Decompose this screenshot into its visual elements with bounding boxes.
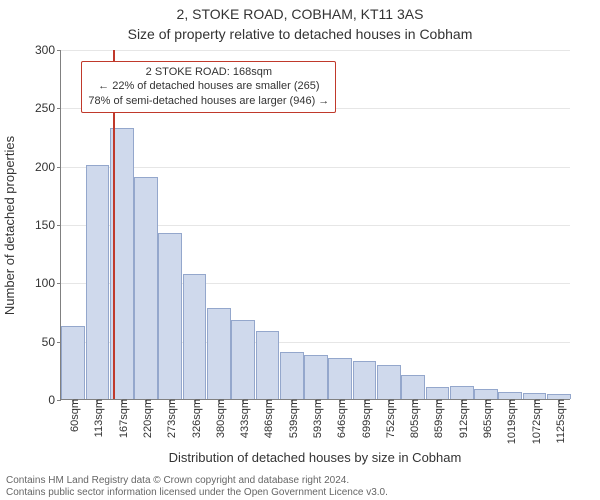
footer-line-1: Contains HM Land Registry data © Crown c… — [6, 475, 594, 487]
figure-title-main: 2, STOKE ROAD, COBHAM, KT11 3AS — [0, 6, 600, 22]
annotation-line: 2 STOKE ROAD: 168sqm — [88, 65, 329, 80]
xtick-label: 805sqm — [405, 399, 421, 438]
xtick-label: 433sqm — [235, 399, 251, 438]
histogram-bar — [61, 326, 85, 400]
gridline — [61, 167, 570, 168]
xtick-label: 60sqm — [65, 399, 81, 432]
ytick-label: 200 — [35, 160, 61, 174]
plot-area: 05010015020025030060sqm113sqm167sqm220sq… — [60, 50, 570, 400]
xtick-label: 326sqm — [187, 399, 203, 438]
ytick-label: 150 — [35, 218, 61, 232]
histogram-bar — [377, 365, 401, 399]
histogram-bar — [256, 331, 280, 399]
histogram-bar — [474, 389, 498, 400]
xtick-label: 859sqm — [429, 399, 445, 438]
xtick-label: 539sqm — [284, 399, 300, 438]
histogram-bar — [207, 308, 231, 399]
y-axis-label-text: Number of detached properties — [3, 135, 18, 314]
xtick-label: 167sqm — [114, 399, 130, 438]
histogram-bar — [231, 320, 255, 399]
xtick-label: 593sqm — [308, 399, 324, 438]
y-axis-label: Number of detached properties — [0, 50, 20, 400]
histogram-bar — [158, 233, 182, 399]
histogram-bar — [134, 177, 158, 399]
xtick-label: 220sqm — [138, 399, 154, 438]
annotation-line: 78% of semi-detached houses are larger (… — [88, 94, 329, 109]
histogram-bar — [401, 375, 425, 400]
figure: 2, STOKE ROAD, COBHAM, KT11 3AS Size of … — [0, 0, 600, 500]
histogram-bar — [426, 387, 450, 399]
xtick-label: 273sqm — [162, 399, 178, 438]
xtick-label: 1019sqm — [502, 399, 518, 444]
xtick-label: 752sqm — [381, 399, 397, 438]
ytick-label: 50 — [42, 335, 61, 349]
xtick-label: 380sqm — [211, 399, 227, 438]
gridline — [61, 50, 570, 51]
ytick-label: 0 — [48, 393, 61, 407]
histogram-bar — [280, 352, 304, 399]
xtick-label: 113sqm — [89, 399, 105, 437]
xtick-label: 699sqm — [357, 399, 373, 438]
xtick-label: 1125sqm — [551, 399, 567, 443]
figure-footer: Contains HM Land Registry data © Crown c… — [0, 475, 600, 498]
histogram-bar — [353, 361, 377, 400]
histogram-bar — [183, 274, 207, 399]
histogram-bar — [304, 355, 328, 399]
ytick-label: 300 — [35, 43, 61, 57]
annotation-line: ← 22% of detached houses are smaller (26… — [88, 79, 329, 94]
xtick-label: 965sqm — [478, 399, 494, 438]
ytick-label: 250 — [35, 101, 61, 115]
x-axis-label: Distribution of detached houses by size … — [60, 450, 570, 465]
xtick-label: 486sqm — [259, 399, 275, 438]
xtick-label: 912sqm — [454, 399, 470, 438]
xtick-label: 1072sqm — [527, 399, 543, 444]
histogram-bar — [498, 392, 522, 399]
histogram-bar — [86, 165, 110, 400]
ytick-label: 100 — [35, 276, 61, 290]
figure-title-sub: Size of property relative to detached ho… — [0, 26, 600, 42]
histogram-bar — [328, 358, 352, 399]
xtick-label: 646sqm — [332, 399, 348, 438]
property-annotation: 2 STOKE ROAD: 168sqm← 22% of detached ho… — [81, 61, 336, 114]
histogram-bar — [450, 386, 474, 399]
footer-line-2: Contains public sector information licen… — [6, 487, 594, 499]
